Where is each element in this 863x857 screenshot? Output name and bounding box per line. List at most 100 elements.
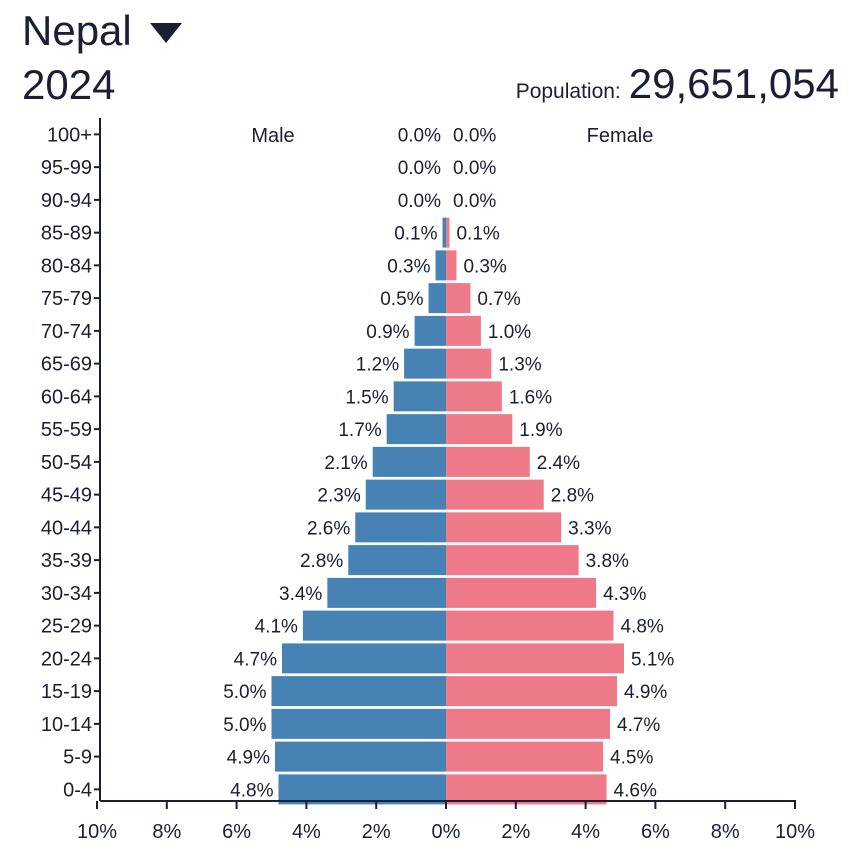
- female-bar: [446, 381, 502, 412]
- female-bar: [446, 283, 471, 314]
- female-value-label: 4.9%: [624, 682, 667, 703]
- female-value-label: 0.3%: [463, 256, 506, 277]
- x-tick-label: 4%: [571, 821, 600, 843]
- age-label: 70-74: [41, 321, 92, 343]
- male-bar: [404, 348, 446, 379]
- caret-down-icon: [149, 23, 182, 43]
- female-value-label: 5.1%: [631, 649, 674, 670]
- chart-header: Nepal 2024 Population: 29,651,054: [0, 0, 863, 118]
- male-value-label: 4.7%: [234, 649, 277, 670]
- female-value-label: 4.3%: [603, 584, 646, 605]
- population-summary: Population: 29,651,054: [516, 60, 839, 108]
- female-bar: [446, 774, 607, 805]
- female-bar: [446, 643, 624, 674]
- age-label: 20-24: [41, 648, 92, 670]
- male-value-label: 0.0%: [398, 158, 441, 179]
- age-label: 15-19: [41, 681, 92, 703]
- male-bar: [365, 479, 446, 510]
- age-label: 85-89: [41, 223, 92, 245]
- age-label: 55-59: [41, 419, 92, 441]
- population-label: Population:: [515, 80, 621, 103]
- x-tick-label: 4%: [292, 821, 321, 843]
- female-bar: [446, 610, 614, 641]
- year-label: 2024: [22, 61, 116, 108]
- age-label: 90-94: [41, 190, 92, 212]
- legend-male: Male: [251, 125, 294, 147]
- female-bar: [446, 479, 544, 510]
- male-bar: [355, 512, 446, 543]
- male-value-label: 4.8%: [230, 780, 273, 801]
- female-value-label: 0.7%: [477, 289, 520, 310]
- female-bar: [446, 348, 492, 379]
- female-value-label: 4.5%: [610, 748, 653, 769]
- x-tick-label: 10%: [77, 821, 117, 843]
- x-axis-ticks: 10% 8% 6% 4% 2% 0% 2% 4% 6% 8% 10%: [77, 801, 815, 843]
- age-label: 60-64: [41, 386, 92, 408]
- female-value-label: 3.3%: [568, 518, 611, 539]
- x-tick-label: 6%: [222, 821, 251, 843]
- female-bar: [446, 446, 530, 477]
- male-bar: [435, 250, 446, 281]
- male-bar: [393, 381, 446, 412]
- male-value-label: 0.1%: [394, 224, 437, 245]
- male-value-label: 4.9%: [227, 748, 270, 769]
- female-bar: [446, 545, 579, 576]
- age-label: 50-54: [41, 452, 92, 474]
- x-tick-label: 2%: [362, 821, 391, 843]
- female-bar: [446, 577, 597, 608]
- female-value-label: 0.0%: [453, 158, 496, 179]
- male-value-label: 5.0%: [223, 715, 266, 736]
- female-value-label: 1.9%: [519, 420, 562, 441]
- male-bar: [348, 545, 446, 576]
- male-bar: [278, 774, 446, 805]
- age-label: 35-39: [41, 550, 92, 572]
- female-value-label: 0.0%: [453, 191, 496, 212]
- male-value-label: 3.4%: [279, 584, 322, 605]
- age-label: 100+: [47, 124, 92, 146]
- male-value-label: 5.0%: [223, 682, 266, 703]
- age-label: 80-84: [41, 255, 92, 277]
- age-label: 0-4: [63, 779, 92, 801]
- female-value-label: 1.6%: [509, 387, 552, 408]
- x-tick-label: 8%: [152, 821, 181, 843]
- female-bar: [446, 676, 618, 707]
- male-bar: [271, 708, 446, 739]
- male-value-label: 1.7%: [338, 420, 381, 441]
- x-tick-label: 10%: [775, 821, 815, 843]
- female-value-label: 2.8%: [551, 486, 594, 507]
- male-value-label: 2.3%: [317, 486, 360, 507]
- legend-female: Female: [587, 125, 654, 147]
- female-bar: [446, 217, 450, 248]
- male-bar: [327, 577, 446, 608]
- age-label: 5-9: [63, 747, 92, 769]
- female-value-label: 0.1%: [456, 224, 499, 245]
- age-label: 45-49: [41, 485, 92, 507]
- female-value-label: 1.0%: [488, 322, 531, 343]
- male-value-label: 0.9%: [366, 322, 409, 343]
- male-value-label: 0.0%: [398, 125, 441, 146]
- male-bar: [372, 446, 446, 477]
- female-value-label: 2.4%: [537, 453, 580, 474]
- x-tick-label: 8%: [711, 821, 740, 843]
- age-label: 75-79: [41, 288, 92, 310]
- male-value-label: 1.2%: [356, 355, 399, 376]
- age-label: 30-34: [41, 583, 92, 605]
- male-bar: [414, 315, 446, 346]
- age-group-labels: 100+ 95-99 90-94 85-89 80-84 75-79 70-74 65-69 6…: [41, 124, 100, 801]
- female-bar: [446, 414, 513, 445]
- female-value-label: 1.3%: [498, 355, 541, 376]
- female-value-label: 0.0%: [453, 125, 496, 146]
- male-value-label: 4.1%: [255, 617, 298, 638]
- age-label: 40-44: [41, 517, 92, 539]
- country-dropdown[interactable]: Nepal: [22, 6, 182, 56]
- value-labels: 0.0% 0.0% 0.0% 0.0% 0.0% 0.0% 0.1% 0.1% 0.3% 0.3%…: [223, 125, 674, 801]
- x-tick-label: 6%: [641, 821, 670, 843]
- male-bar: [271, 676, 446, 707]
- male-value-label: 0.5%: [380, 289, 423, 310]
- female-bar: [446, 512, 562, 543]
- age-label: 25-29: [41, 616, 92, 638]
- x-tick-label: 0%: [432, 821, 461, 843]
- male-bar: [386, 414, 446, 445]
- country-name: Nepal: [22, 7, 132, 54]
- male-value-label: 2.8%: [300, 551, 343, 572]
